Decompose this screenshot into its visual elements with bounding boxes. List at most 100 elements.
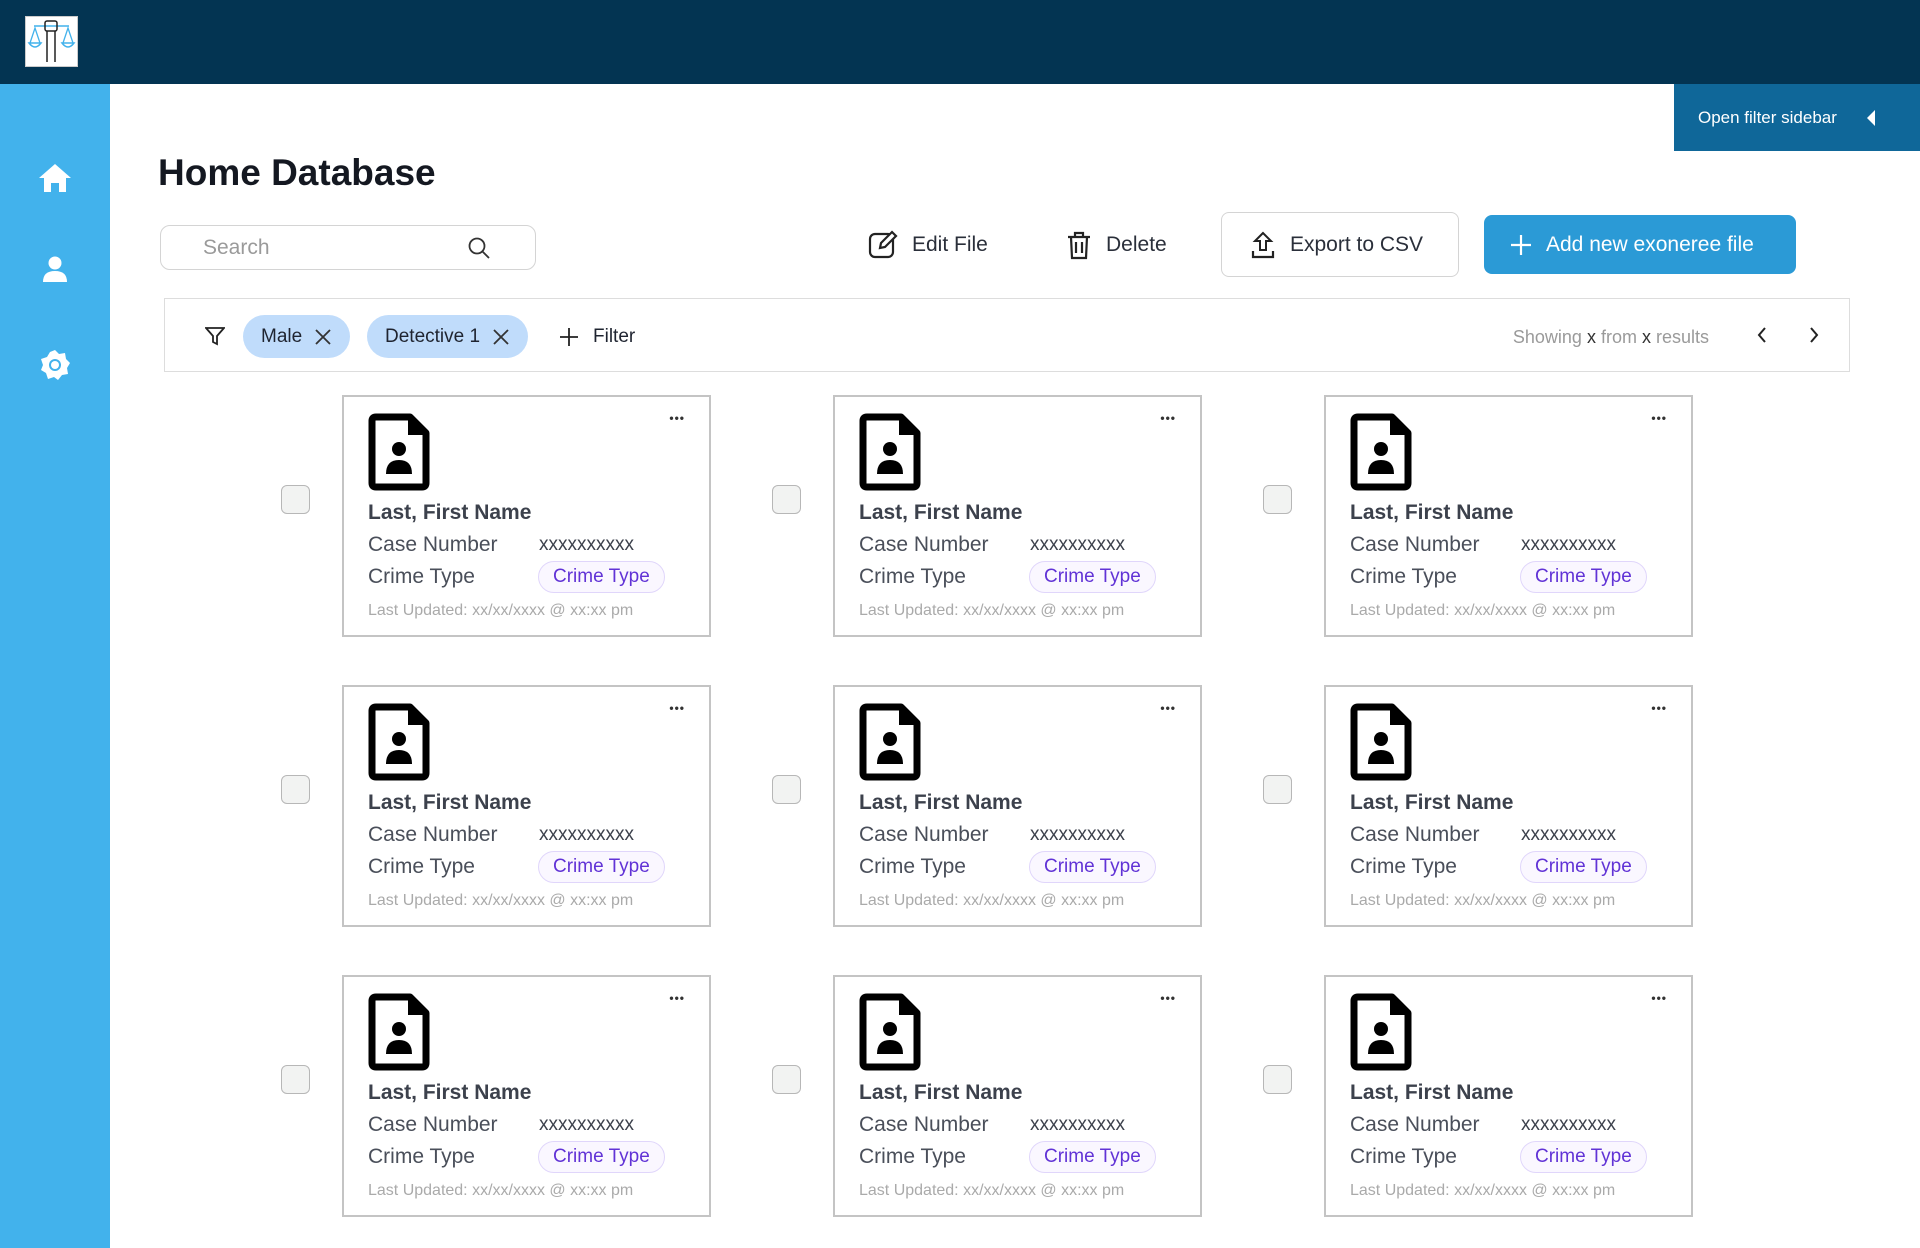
results-count: Showing x from x results	[1513, 327, 1709, 348]
showing-total: x	[1641, 327, 1651, 347]
add-filter-button[interactable]: Filter	[559, 315, 635, 358]
close-icon[interactable]	[492, 328, 510, 346]
person-file-icon	[368, 993, 430, 1071]
crime-type-label: Crime Type	[368, 1145, 475, 1168]
exoneree-card[interactable]: ••• Last, First Name Case Number xxxxxxxxxx…	[1324, 685, 1693, 927]
exoneree-card[interactable]: ••• Last, First Name Case Number xxxxxxxxxx…	[342, 395, 711, 637]
card-checkbox[interactable]	[772, 775, 801, 804]
more-options-icon[interactable]: •••	[1160, 411, 1176, 425]
card-checkbox[interactable]	[281, 485, 310, 514]
crime-type-label: Crime Type	[1350, 1145, 1457, 1168]
case-number-value: xxxxxxxxxx	[539, 824, 634, 845]
logo[interactable]	[25, 16, 78, 67]
filter-chip-male[interactable]: Male	[243, 315, 351, 358]
sidebar-item-home[interactable]	[35, 158, 75, 198]
close-icon[interactable]	[314, 328, 332, 346]
person-file-icon	[1350, 703, 1412, 781]
exoneree-card[interactable]: ••• Last, First Name Case Number xxxxxxxxxx…	[1324, 395, 1693, 637]
exoneree-card[interactable]: ••• Last, First Name Case Number xxxxxxxxxx…	[342, 975, 711, 1217]
exoneree-name: Last, First Name	[859, 501, 1023, 524]
exoneree-card[interactable]: ••• Last, First Name Case Number xxxxxxxxxx…	[833, 685, 1202, 927]
more-options-icon[interactable]: •••	[1651, 701, 1667, 715]
more-options-icon[interactable]: •••	[669, 411, 685, 425]
crime-type-badge: Crime Type	[1520, 561, 1647, 593]
delete-button[interactable]: Delete	[1066, 228, 1167, 262]
exoneree-name: Last, First Name	[368, 501, 532, 524]
crime-type-label: Crime Type	[859, 1145, 966, 1168]
showing-mid: from	[1600, 327, 1637, 347]
card-checkbox[interactable]	[281, 1065, 310, 1094]
home-icon	[39, 164, 71, 192]
showing-count: x	[1586, 327, 1596, 347]
crime-type-label: Crime Type	[1350, 565, 1457, 588]
exoneree-name: Last, First Name	[859, 791, 1023, 814]
add-exoneree-button[interactable]: Add new exoneree file	[1484, 215, 1796, 274]
card-checkbox[interactable]	[1263, 485, 1292, 514]
card-checkbox[interactable]	[1263, 1065, 1292, 1094]
case-number-label: Case Number	[368, 823, 498, 846]
person-file-icon	[1350, 993, 1412, 1071]
search-icon[interactable]	[467, 236, 491, 260]
crime-type-label: Crime Type	[368, 855, 475, 878]
chevron-right-icon[interactable]	[1804, 323, 1824, 347]
more-options-icon[interactable]: •••	[1160, 991, 1176, 1005]
more-options-icon[interactable]: •••	[1651, 411, 1667, 425]
more-options-icon[interactable]: •••	[1160, 701, 1176, 715]
crime-type-badge: Crime Type	[538, 1141, 665, 1173]
crime-type-label: Crime Type	[859, 855, 966, 878]
edit-file-button[interactable]: Edit File	[868, 228, 988, 262]
more-options-icon[interactable]: •••	[669, 991, 685, 1005]
last-updated: Last Updated: xx/xx/xxxx @ xx:xx pm	[1350, 892, 1616, 909]
more-options-icon[interactable]: •••	[669, 701, 685, 715]
edit-file-label: Edit File	[912, 233, 988, 256]
case-number-label: Case Number	[1350, 823, 1480, 846]
search-input[interactable]	[203, 235, 453, 260]
person-file-icon	[859, 413, 921, 491]
person-file-icon	[859, 993, 921, 1071]
filter-funnel-icon[interactable]	[205, 326, 225, 346]
gear-icon	[41, 350, 70, 380]
case-number-label: Case Number	[859, 823, 989, 846]
search-box[interactable]	[160, 225, 536, 270]
open-filter-sidebar-button[interactable]: Open filter sidebar	[1674, 84, 1920, 151]
exoneree-name: Last, First Name	[1350, 1081, 1514, 1104]
scales-fist-logo-icon	[27, 20, 76, 62]
case-number-value: xxxxxxxxxx	[1521, 1114, 1616, 1135]
card-checkbox[interactable]	[772, 485, 801, 514]
filter-chip-detective[interactable]: Detective 1	[367, 315, 529, 358]
exoneree-name: Last, First Name	[1350, 501, 1514, 524]
person-file-icon	[859, 703, 921, 781]
user-icon	[43, 256, 67, 282]
exoneree-card[interactable]: ••• Last, First Name Case Number xxxxxxxxxx…	[342, 685, 711, 927]
card-checkbox[interactable]	[1263, 775, 1292, 804]
delete-label: Delete	[1106, 233, 1167, 256]
crime-type-label: Crime Type	[859, 565, 966, 588]
last-updated: Last Updated: xx/xx/xxxx @ xx:xx pm	[368, 1182, 634, 1199]
exoneree-card[interactable]: ••• Last, First Name Case Number xxxxxxxxxx…	[833, 975, 1202, 1217]
filter-bar: Male Detective 1 Filter Showing x from x…	[164, 298, 1850, 372]
case-number-value: xxxxxxxxxx	[1521, 824, 1616, 845]
sidebar-item-user[interactable]	[35, 249, 75, 289]
page-title: Home Database	[158, 152, 436, 193]
open-filter-sidebar-label: Open filter sidebar	[1698, 107, 1837, 127]
last-updated: Last Updated: xx/xx/xxxx @ xx:xx pm	[1350, 1182, 1616, 1199]
top-bar	[0, 0, 1920, 84]
card-checkbox[interactable]	[281, 775, 310, 804]
chevron-left-icon[interactable]	[1752, 323, 1772, 347]
exoneree-card[interactable]: ••• Last, First Name Case Number xxxxxxxxxx…	[833, 395, 1202, 637]
add-exoneree-label: Add new exoneree file	[1546, 232, 1754, 256]
plus-icon	[560, 327, 578, 346]
more-options-icon[interactable]: •••	[1651, 991, 1667, 1005]
crime-type-badge: Crime Type	[1029, 851, 1156, 883]
last-updated: Last Updated: xx/xx/xxxx @ xx:xx pm	[1350, 602, 1616, 619]
card-checkbox[interactable]	[772, 1065, 801, 1094]
trash-icon	[1068, 231, 1090, 260]
caret-left-icon	[1866, 109, 1875, 126]
export-csv-button[interactable]: Export to CSV	[1221, 212, 1459, 277]
exoneree-card[interactable]: ••• Last, First Name Case Number xxxxxxxxxx…	[1324, 975, 1693, 1217]
sidebar-item-settings[interactable]	[35, 345, 75, 385]
crime-type-label: Crime Type	[368, 565, 475, 588]
case-number-value: xxxxxxxxxx	[1521, 534, 1616, 555]
person-file-icon	[368, 703, 430, 781]
exoneree-name: Last, First Name	[368, 1081, 532, 1104]
